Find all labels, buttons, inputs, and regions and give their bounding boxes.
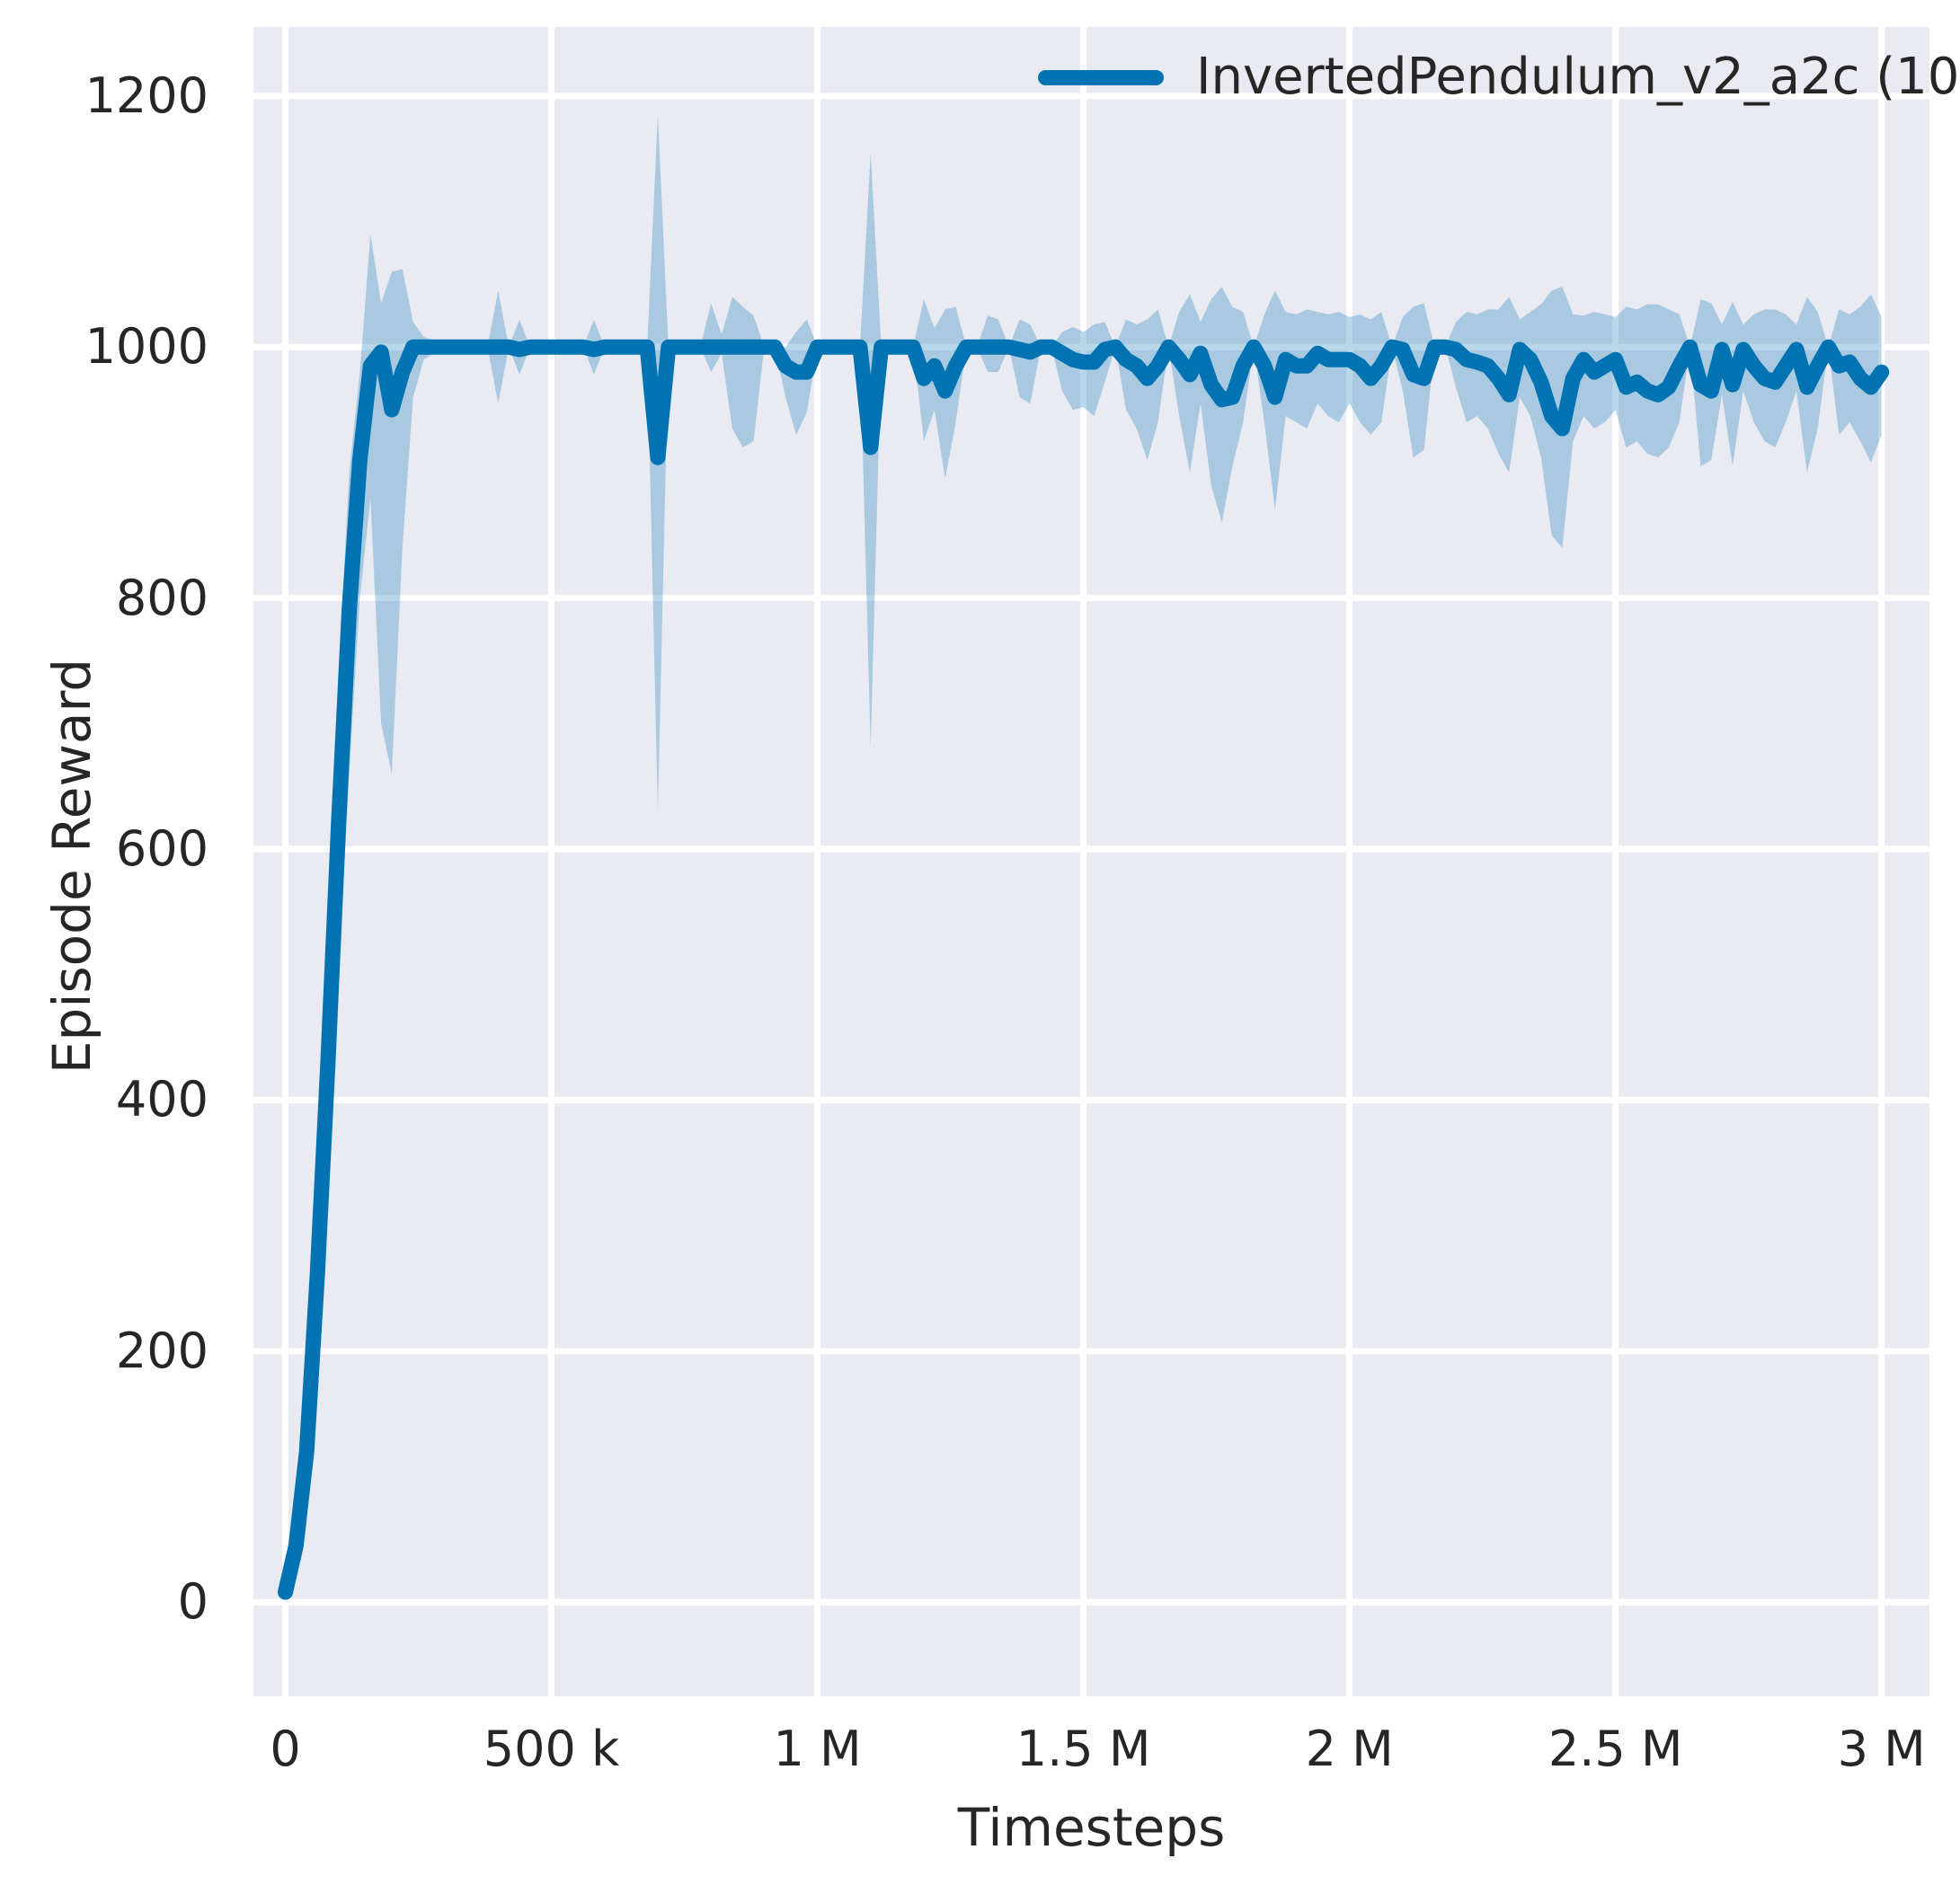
y-tick-label: 200 xyxy=(115,1322,208,1379)
y-tick-label: 800 xyxy=(115,569,208,626)
legend-line-swatch xyxy=(1038,69,1164,85)
x-tick-label: 0 xyxy=(270,1721,301,1777)
plot-area xyxy=(253,27,1929,1696)
confidence-band xyxy=(285,114,1882,1597)
y-tick-label: 1000 xyxy=(84,318,208,376)
data-series-layer xyxy=(278,114,1890,1600)
x-tick-label: 1 M xyxy=(773,1721,862,1777)
y-tick-label: 400 xyxy=(115,1071,208,1128)
y-tick-label: 0 xyxy=(177,1573,208,1631)
x-tick-label: 2 M xyxy=(1305,1721,1394,1777)
chart-legend: InvertedPendulum_v2_a2c (10) xyxy=(1038,52,1960,102)
y-axis-label: Episode Reward xyxy=(41,658,102,1075)
x-tick-label: 500 k xyxy=(483,1721,620,1777)
series-line xyxy=(278,339,1890,1600)
x-axis-label: Timesteps xyxy=(957,1797,1226,1858)
x-tick-label: 1.5 M xyxy=(1015,1721,1151,1777)
x-tick-label: 2.5 M xyxy=(1548,1721,1683,1777)
y-tick-label: 600 xyxy=(115,820,208,878)
legend-entry-label: InvertedPendulum_v2_a2c (10) xyxy=(1196,48,1960,106)
y-axis-tick-labels: 0 200 400 600 800 1000 1200 xyxy=(0,0,225,1885)
x-tick-label: 3 M xyxy=(1837,1721,1926,1777)
gridlines xyxy=(253,27,1929,1696)
y-tick-label: 1200 xyxy=(84,66,208,124)
